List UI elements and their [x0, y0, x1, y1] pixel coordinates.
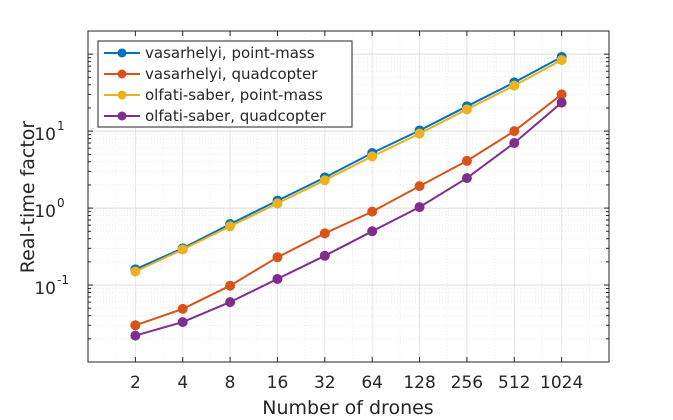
- data-point: [556, 54, 567, 65]
- data-point: [130, 330, 141, 341]
- data-point: [556, 97, 567, 108]
- series-3: [130, 54, 567, 277]
- legend-label: vasarhelyi, quadcopter: [145, 65, 318, 83]
- x-tick-label: 8: [225, 373, 236, 393]
- data-point: [177, 244, 188, 255]
- legend-entry: olfati-saber, point-mass: [104, 86, 323, 104]
- data-point: [225, 221, 236, 232]
- legend-entry: vasarhelyi, point-mass: [104, 44, 315, 62]
- legend-marker: [117, 111, 127, 121]
- legend-entry: vasarhelyi, quadcopter: [104, 65, 318, 83]
- legend-label: vasarhelyi, point-mass: [145, 44, 315, 62]
- series-2: [130, 89, 567, 331]
- y-axis-label: Real-time factor: [17, 121, 39, 274]
- series-line: [134, 56, 563, 271]
- data-point: [319, 228, 330, 239]
- data-point: [414, 128, 425, 139]
- series-line: [135, 101, 563, 337]
- data-point: [319, 175, 330, 186]
- x-tick-label: 512: [498, 373, 530, 393]
- data-point: [367, 151, 378, 162]
- data-point: [272, 273, 283, 284]
- x-axis-label: Number of drones: [262, 397, 433, 419]
- x-tick-label: 128: [403, 373, 435, 393]
- legend: vasarhelyi, point-mass vasarhelyi, quadco…: [97, 40, 353, 128]
- legend-label: olfati-saber, quadcopter: [145, 107, 327, 125]
- y-tick-label: 10: [34, 202, 56, 222]
- data-point: [130, 320, 141, 331]
- data-point: [556, 89, 567, 100]
- data-point: [414, 202, 425, 213]
- legend-marker: [117, 69, 127, 79]
- data-point: [461, 155, 472, 166]
- legend-box: [97, 40, 353, 128]
- x-tick-label: 4: [177, 373, 188, 393]
- y-tick-label: 10: [34, 125, 56, 145]
- data-point: [177, 317, 188, 328]
- series-4: [130, 97, 567, 341]
- y-tick-exponent: 1: [57, 119, 65, 133]
- data-point: [367, 206, 378, 217]
- data-point: [367, 226, 378, 237]
- data-point: [272, 252, 283, 263]
- x-tick-label: 16: [267, 373, 289, 393]
- data-point: [509, 126, 520, 137]
- x-tick-label: 2: [130, 373, 141, 393]
- legend-marker: [117, 90, 127, 100]
- data-point: [319, 250, 330, 261]
- data-point: [225, 297, 236, 308]
- data-point: [509, 80, 520, 91]
- x-tick-label: 256: [451, 373, 483, 393]
- data-point: [461, 104, 472, 115]
- series-line: [134, 59, 563, 273]
- x-tick-label: 32: [314, 373, 336, 393]
- data-point: [509, 138, 520, 149]
- data-point: [225, 280, 236, 291]
- series-layer: [130, 51, 567, 341]
- data-point: [272, 198, 283, 209]
- legend-marker: [117, 48, 127, 58]
- x-tick-label: 1024: [540, 373, 583, 393]
- x-tick-label: 64: [361, 373, 383, 393]
- data-point: [461, 173, 472, 184]
- data-point: [130, 266, 141, 277]
- legend-entry: olfati-saber, quadcopter: [104, 107, 327, 125]
- data-point: [414, 181, 425, 192]
- y-tick-exponent: 0: [57, 196, 65, 210]
- x-tick-labels: 2 4 8 16 32 64 128 256 512 1024: [130, 373, 583, 393]
- data-point: [177, 303, 188, 314]
- y-tick-exponent: -1: [57, 273, 69, 287]
- y-tick-label: 10: [34, 279, 56, 299]
- axis-ticks: [87, 31, 610, 362]
- plot-frame: [87, 30, 610, 363]
- legend-label: olfati-saber, point-mass: [145, 86, 323, 104]
- series-line: [135, 93, 563, 327]
